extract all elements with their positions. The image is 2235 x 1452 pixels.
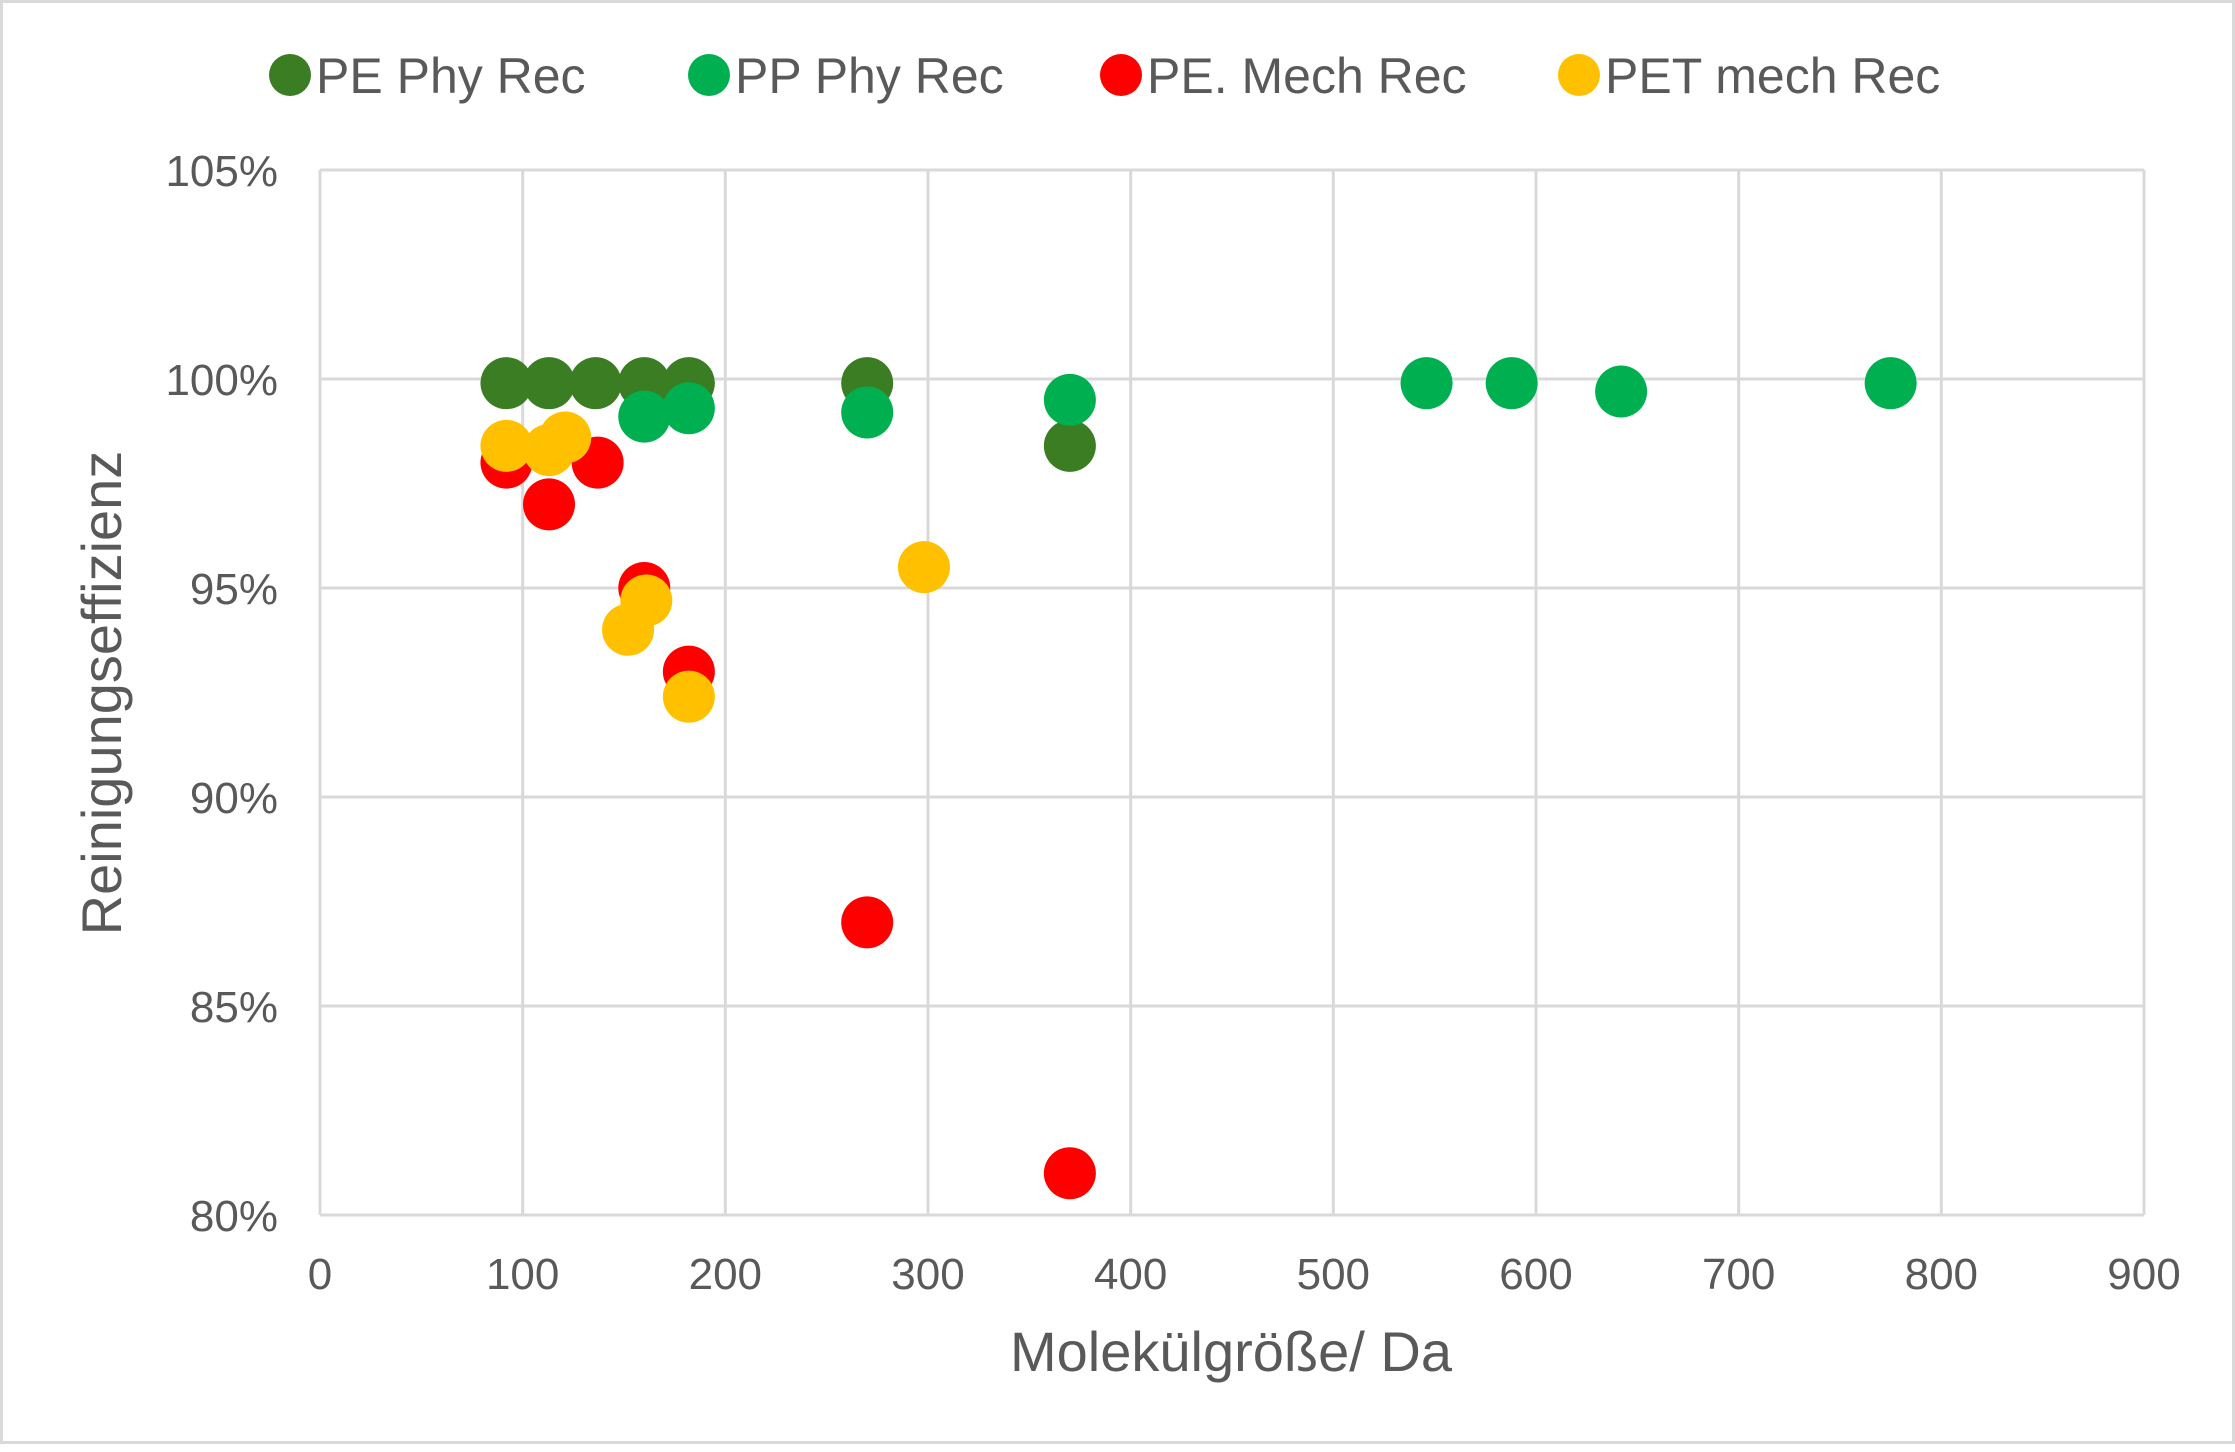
data-point: [523, 357, 576, 410]
data-point: [1595, 365, 1648, 418]
gridlines: [318, 168, 2146, 1217]
x-tick-label: 400: [1094, 1250, 1167, 1299]
data-point: [841, 386, 894, 439]
series-group: [618, 357, 1917, 443]
x-axis-title: Molekülgröße/ Da: [1010, 1320, 1453, 1383]
legend-marker: [688, 54, 730, 96]
data-point: [620, 574, 673, 627]
series-group: [480, 411, 950, 723]
data-point: [539, 411, 592, 464]
x-tick-label: 900: [2107, 1250, 2180, 1299]
data-point: [569, 357, 622, 410]
data-point: [897, 541, 950, 594]
y-tick-label: 85%: [190, 983, 278, 1032]
legend-marker: [269, 54, 311, 96]
data-point: [1043, 1147, 1096, 1200]
y-tick-label: 95%: [190, 565, 278, 614]
y-axis-title: Reinigungseffizienz: [70, 451, 133, 936]
data-point: [618, 390, 671, 443]
data-point: [1400, 357, 1453, 410]
x-tick-label: 600: [1499, 1250, 1572, 1299]
x-tick-label: 800: [1905, 1250, 1978, 1299]
data-point: [1043, 373, 1096, 426]
data-point: [480, 419, 533, 472]
x-tick-label: 700: [1702, 1250, 1775, 1299]
data-point: [662, 382, 715, 435]
legend-label: PE. Mech Rec: [1147, 48, 1467, 104]
legend: PE Phy Rec PP Phy Rec PE. Mech Rec PET mech…: [269, 48, 1940, 104]
tick-labels: 80% 85% 90% 95% 100% 105% 0 100 200 300 400 500 600 7…: [165, 147, 2180, 1299]
series-group: [480, 436, 1096, 1200]
legend-label: PP Phy Rec: [735, 48, 1004, 104]
data-points: [480, 357, 1917, 1200]
data-point: [1864, 357, 1917, 410]
y-tick-label: 100%: [165, 356, 278, 405]
legend-marker: [1558, 54, 1600, 96]
x-tick-label: 100: [486, 1250, 559, 1299]
data-point: [480, 357, 533, 410]
data-point: [662, 670, 715, 723]
legend-marker: [1100, 54, 1142, 96]
data-point: [841, 896, 894, 949]
x-tick-label: 0: [308, 1250, 332, 1299]
data-point: [1485, 357, 1538, 410]
data-point: [1043, 419, 1096, 472]
x-tick-label: 200: [689, 1250, 762, 1299]
x-tick-label: 300: [891, 1250, 964, 1299]
y-tick-label: 80%: [190, 1192, 278, 1241]
y-tick-label: 90%: [190, 774, 278, 823]
legend-label: PET mech Rec: [1605, 48, 1940, 104]
legend-label: PE Phy Rec: [316, 48, 586, 104]
x-tick-label: 500: [1297, 1250, 1370, 1299]
data-point: [523, 478, 576, 531]
scatter-chart: 80% 85% 90% 95% 100% 105% 0 100 200 300 400 500 600 7…: [70, 48, 2181, 1383]
y-tick-label: 105%: [165, 147, 278, 196]
